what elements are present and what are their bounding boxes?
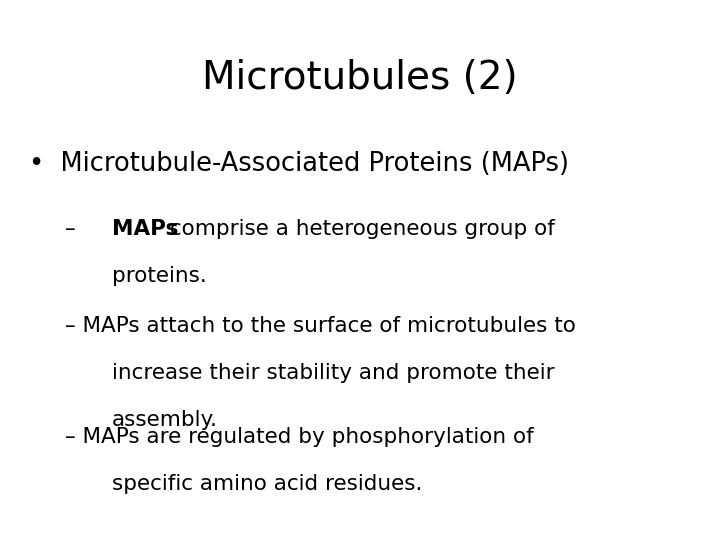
Text: – MAPs are regulated by phosphorylation of: – MAPs are regulated by phosphorylation … [65,427,534,447]
Text: increase their stability and promote their: increase their stability and promote the… [112,363,554,383]
Text: proteins.: proteins. [112,266,207,286]
Text: Microtubules (2): Microtubules (2) [202,59,518,97]
Text: MAPs: MAPs [112,219,178,239]
Text: comprise a heterogeneous group of: comprise a heterogeneous group of [163,219,555,239]
Text: •  Microtubule-Associated Proteins (MAPs): • Microtubule-Associated Proteins (MAPs) [29,151,569,177]
Text: specific amino acid residues.: specific amino acid residues. [112,474,422,494]
Text: assembly.: assembly. [112,410,217,430]
Text: –: – [65,219,82,239]
Text: – MAPs attach to the surface of microtubules to: – MAPs attach to the surface of microtub… [65,316,576,336]
